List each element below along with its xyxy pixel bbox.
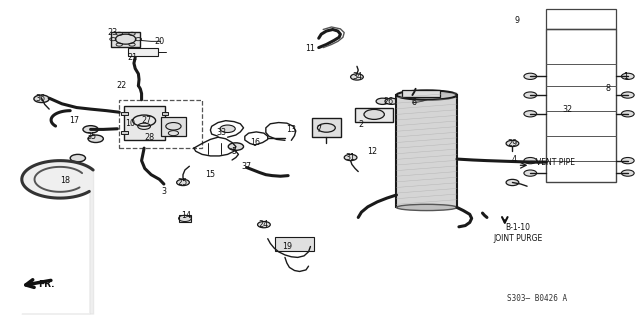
Circle shape [524,158,537,164]
Text: 25: 25 [178,178,188,187]
Text: FR.: FR. [38,280,55,289]
Bar [162,131,168,134]
Text: 15: 15 [205,170,216,179]
Circle shape [70,154,86,162]
Circle shape [621,158,634,164]
Text: 3: 3 [161,187,166,196]
Bar [119,100,202,148]
Text: VENT PIPE: VENT PIPE [536,158,575,167]
Circle shape [166,123,181,130]
Text: 22: 22 [116,81,126,90]
Bar [111,32,140,47]
Text: 20: 20 [154,37,164,47]
Bar [546,30,616,182]
Text: 19: 19 [282,242,292,251]
Circle shape [621,170,634,176]
Bar [121,131,127,134]
Bar [546,9,616,30]
Text: 16: 16 [250,138,260,147]
Bar [275,237,314,251]
Circle shape [228,143,244,150]
Text: 5: 5 [232,147,237,156]
Text: 7: 7 [316,125,321,134]
Circle shape [220,125,236,133]
Bar [127,48,158,56]
Text: 10: 10 [125,119,135,128]
Text: 32: 32 [562,105,572,114]
Circle shape [621,73,634,79]
Text: 33: 33 [216,128,226,137]
Text: 27: 27 [141,116,152,125]
Circle shape [34,95,49,103]
Circle shape [257,221,270,228]
Text: 13: 13 [286,125,296,134]
Circle shape [344,154,357,161]
Circle shape [88,135,103,142]
Circle shape [385,98,397,104]
Text: 26: 26 [384,97,394,106]
Text: 23: 23 [108,28,118,37]
Text: 35: 35 [87,132,97,141]
Text: S303– B0426 A: S303– B0426 A [507,294,566,303]
Bar [124,106,165,140]
Text: 4: 4 [512,155,517,163]
Circle shape [506,179,519,186]
Text: 17: 17 [70,116,80,124]
Circle shape [364,109,385,119]
Text: 12: 12 [367,147,378,156]
Text: B-1-10
JOINT PURGE: B-1-10 JOINT PURGE [493,223,542,243]
Text: 11: 11 [305,44,316,53]
Bar [396,95,457,208]
Text: 24: 24 [259,220,269,229]
Ellipse shape [396,90,457,100]
Circle shape [506,140,519,146]
Text: 21: 21 [127,53,137,62]
Circle shape [524,92,537,98]
Text: 28: 28 [144,133,154,142]
Bar [179,215,191,221]
Circle shape [621,111,634,117]
Text: 34: 34 [352,72,362,82]
Bar [401,90,440,97]
Circle shape [524,170,537,176]
Circle shape [376,98,389,104]
Text: 8: 8 [605,84,611,93]
Bar [162,112,168,115]
Text: 2: 2 [359,120,364,129]
Circle shape [115,34,136,44]
Ellipse shape [396,204,457,211]
Text: 1: 1 [623,72,628,81]
Circle shape [83,126,99,133]
Circle shape [351,74,364,80]
Text: 36: 36 [36,94,46,103]
Bar [161,117,186,136]
Circle shape [177,179,189,186]
Text: 9: 9 [515,16,520,25]
Circle shape [317,123,335,132]
Text: 37: 37 [242,162,252,171]
Text: 14: 14 [181,211,191,220]
Bar [355,107,394,122]
Text: 29: 29 [508,139,518,148]
Circle shape [621,92,634,98]
Circle shape [524,73,537,79]
Bar [312,118,341,137]
Text: 18: 18 [60,176,70,186]
Text: 31: 31 [346,153,356,162]
Circle shape [524,111,537,117]
Bar [121,112,127,115]
Text: 6: 6 [412,98,417,107]
